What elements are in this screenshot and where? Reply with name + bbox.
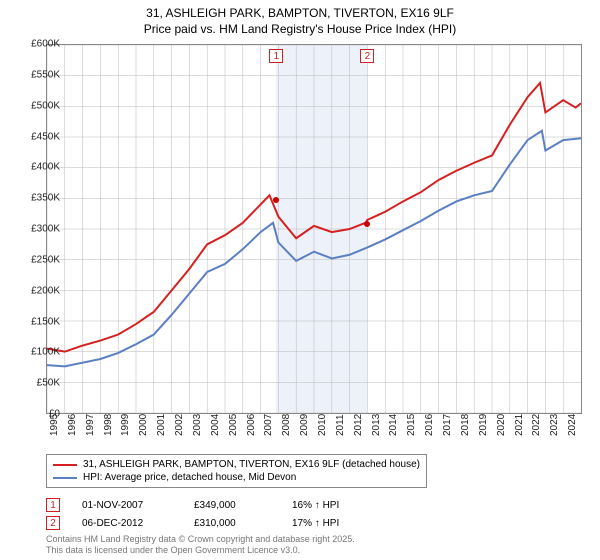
legend-swatch-property [53,464,77,466]
x-axis-tick-label: 2014 [388,414,399,436]
x-axis-tick-label: 2010 [317,414,328,436]
x-axis-tick-label: 2015 [406,414,417,436]
x-axis-tick-label: 2012 [353,414,364,436]
legend-item: 31, ASHLEIGH PARK, BAMPTON, TIVERTON, EX… [53,458,420,471]
y-axis-tick-label: £350K [10,193,60,204]
x-axis-tick-label: 2004 [210,414,221,436]
x-axis-tick-label: 2011 [335,414,346,436]
footer-line: Contains HM Land Registry data © Crown c… [46,534,355,545]
y-axis-tick-label: £550K [10,69,60,80]
y-axis-tick-label: £100K [10,347,60,358]
legend-item: HPI: Average price, detached house, Mid … [53,471,420,484]
sale-point-dot [364,221,370,227]
y-axis-tick-label: £400K [10,162,60,173]
x-axis-tick-label: 2008 [281,414,292,436]
y-axis-tick-label: £250K [10,254,60,265]
x-axis-tick-label: 2024 [567,414,578,436]
sale-point-dot [273,197,279,203]
y-axis-tick-label: £600K [10,39,60,50]
figure-root: 31, ASHLEIGH PARK, BAMPTON, TIVERTON, EX… [0,0,600,560]
sale-delta: 16% ↑ HPI [292,500,382,511]
legend-label: 31, ASHLEIGH PARK, BAMPTON, TIVERTON, EX… [83,459,420,470]
sale-delta: 17% ↑ HPI [292,518,382,529]
footer-line: This data is licensed under the Open Gov… [46,545,355,556]
y-axis-tick-label: £300K [10,224,60,235]
legend-swatch-hpi [53,477,77,479]
y-axis-tick-label: £500K [10,100,60,111]
sale-marker-label: 2 [360,49,374,63]
x-axis-tick-label: 2002 [174,414,185,436]
x-axis-tick-label: 2018 [460,414,471,436]
chart-plot-area: 12 [46,44,582,414]
x-axis-tick-label: 1997 [85,414,96,436]
chart-svg [47,45,581,413]
x-axis-tick-label: 2003 [192,414,203,436]
sales-row: 2 06-DEC-2012 £310,000 17% ↑ HPI [46,514,382,532]
x-axis-tick-label: 2022 [531,414,542,436]
sale-date: 01-NOV-2007 [82,500,172,511]
sale-marker-icon: 2 [46,516,60,530]
legend-label: HPI: Average price, detached house, Mid … [83,472,296,483]
title-line-1: 31, ASHLEIGH PARK, BAMPTON, TIVERTON, EX… [0,6,600,22]
x-axis-tick-label: 2019 [478,414,489,436]
sale-marker-icon: 1 [46,498,60,512]
sale-marker-label: 1 [269,49,283,63]
y-axis-tick-label: £50K [10,378,60,389]
x-axis-tick-label: 1998 [103,414,114,436]
x-axis-tick-label: 2009 [299,414,310,436]
x-axis-tick-label: 2016 [424,414,435,436]
y-axis-tick-label: £450K [10,131,60,142]
x-axis-tick-label: 2000 [138,414,149,436]
x-axis-tick-label: 2013 [371,414,382,436]
x-axis-tick-label: 2023 [549,414,560,436]
x-axis-tick-label: 2017 [442,414,453,436]
x-axis-tick-label: 2021 [514,414,525,436]
x-axis-tick-label: 2001 [156,414,167,436]
sale-date: 06-DEC-2012 [82,518,172,529]
chart-legend: 31, ASHLEIGH PARK, BAMPTON, TIVERTON, EX… [46,454,427,488]
attribution-footer: Contains HM Land Registry data © Crown c… [46,534,355,556]
x-axis-tick-label: 1995 [49,414,60,436]
sale-price: £310,000 [194,518,270,529]
sales-table: 1 01-NOV-2007 £349,000 16% ↑ HPI 2 06-DE… [46,496,382,532]
sale-price: £349,000 [194,500,270,511]
x-axis-tick-label: 2005 [228,414,239,436]
sales-row: 1 01-NOV-2007 £349,000 16% ↑ HPI [46,496,382,514]
x-axis-tick-label: 2020 [496,414,507,436]
x-axis-tick-label: 2006 [246,414,257,436]
chart-title: 31, ASHLEIGH PARK, BAMPTON, TIVERTON, EX… [0,0,600,37]
y-axis-tick-label: £150K [10,316,60,327]
x-axis-tick-label: 1996 [67,414,78,436]
x-axis-tick-label: 1999 [120,414,131,436]
y-axis-tick-label: £200K [10,285,60,296]
title-line-2: Price paid vs. HM Land Registry's House … [0,22,600,38]
x-axis-tick-label: 2007 [263,414,274,436]
